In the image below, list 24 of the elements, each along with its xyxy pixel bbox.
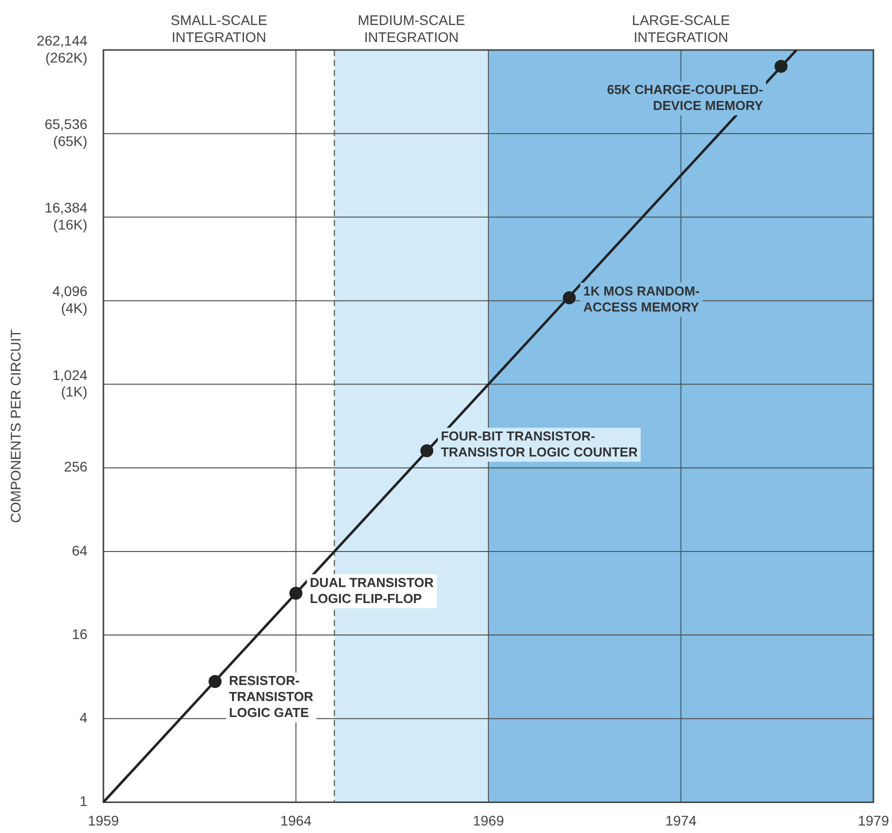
annotation: 65K CHARGE-COUPLED- DEVICE MEMORY bbox=[607, 82, 764, 113]
band-label: MEDIUM-SCALE INTEGRATION bbox=[358, 12, 466, 45]
y-tick-label: 256 bbox=[64, 458, 88, 475]
x-tick-label: 1969 bbox=[472, 812, 504, 828]
y-tick-label: 4 bbox=[80, 709, 88, 726]
annotation: 1K MOS RANDOM- ACCESS MEMORY bbox=[583, 283, 700, 314]
x-tick-label: 1959 bbox=[88, 812, 120, 828]
y-tick-label: 1,024 (1K) bbox=[52, 366, 88, 400]
y-tick-label: 16,384 (16K) bbox=[44, 200, 88, 232]
band-label: LARGE-SCALE INTEGRATION bbox=[632, 12, 730, 45]
y-tick-label: 65,536 (65K) bbox=[44, 116, 88, 149]
y-tick-label: 1 bbox=[80, 793, 88, 810]
text: SMALL-SCALE INTEGRATION bbox=[170, 12, 268, 45]
x-tick-label: 1974 bbox=[665, 812, 697, 828]
y-tick-label: 64 bbox=[72, 542, 88, 558]
annotation: DUAL TRANSISTOR LOGIC FLIP-FLOP bbox=[310, 574, 434, 606]
x-tick-label: 1964 bbox=[280, 812, 312, 828]
y-axis-title: COMPONENTS PER CIRCUIT bbox=[7, 328, 24, 523]
x-tick-label: 1979 bbox=[858, 812, 890, 828]
y-tick-label: 4,096 (4K) bbox=[52, 283, 88, 316]
annotation: FOUR-BIT TRANSISTOR- TRANSISTOR LOGIC COUNTER bbox=[440, 428, 638, 460]
annotation: RESISTOR- TRANSISTOR LOGIC GATE bbox=[229, 673, 314, 720]
y-tick-label: 16 bbox=[72, 626, 88, 642]
y-tick-label: 262,144 (262K) bbox=[36, 32, 88, 66]
